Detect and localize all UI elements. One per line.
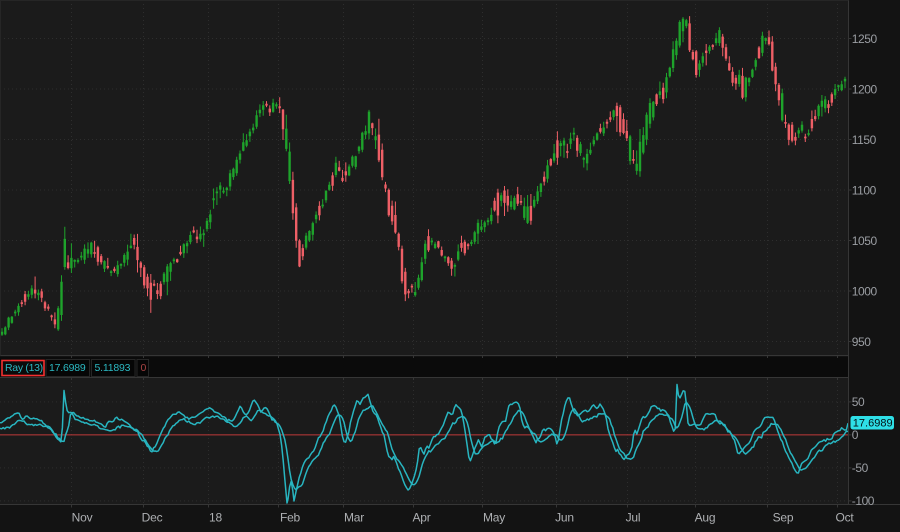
svg-text:Ray (13): Ray (13) xyxy=(5,362,43,374)
svg-text:-100: -100 xyxy=(852,494,875,508)
svg-text:950: 950 xyxy=(852,335,871,349)
svg-text:1000: 1000 xyxy=(852,284,878,298)
svg-text:Aug: Aug xyxy=(695,510,716,524)
svg-text:1050: 1050 xyxy=(852,234,878,248)
svg-text:0: 0 xyxy=(141,362,147,374)
svg-text:-50: -50 xyxy=(852,461,869,475)
svg-text:Mar: Mar xyxy=(344,510,364,524)
svg-text:Dec: Dec xyxy=(142,510,163,524)
svg-text:0: 0 xyxy=(852,428,859,442)
svg-text:Nov: Nov xyxy=(72,510,93,524)
svg-text:17.6989: 17.6989 xyxy=(853,418,893,430)
svg-text:17.6989: 17.6989 xyxy=(49,362,86,374)
svg-text:Jun: Jun xyxy=(555,510,574,524)
svg-text:1100: 1100 xyxy=(852,183,877,197)
svg-text:May: May xyxy=(483,510,505,524)
svg-text:Apr: Apr xyxy=(412,510,430,524)
svg-text:Oct: Oct xyxy=(835,510,854,524)
svg-text:Sep: Sep xyxy=(773,510,794,524)
svg-text:Feb: Feb xyxy=(280,510,301,524)
svg-text:1250: 1250 xyxy=(852,32,878,46)
svg-text:1200: 1200 xyxy=(852,82,878,96)
svg-text:50: 50 xyxy=(852,395,865,409)
svg-text:1150: 1150 xyxy=(852,133,877,147)
svg-text:18: 18 xyxy=(209,510,222,524)
svg-text:5.11893: 5.11893 xyxy=(95,362,131,374)
svg-text:Jul: Jul xyxy=(626,510,641,524)
